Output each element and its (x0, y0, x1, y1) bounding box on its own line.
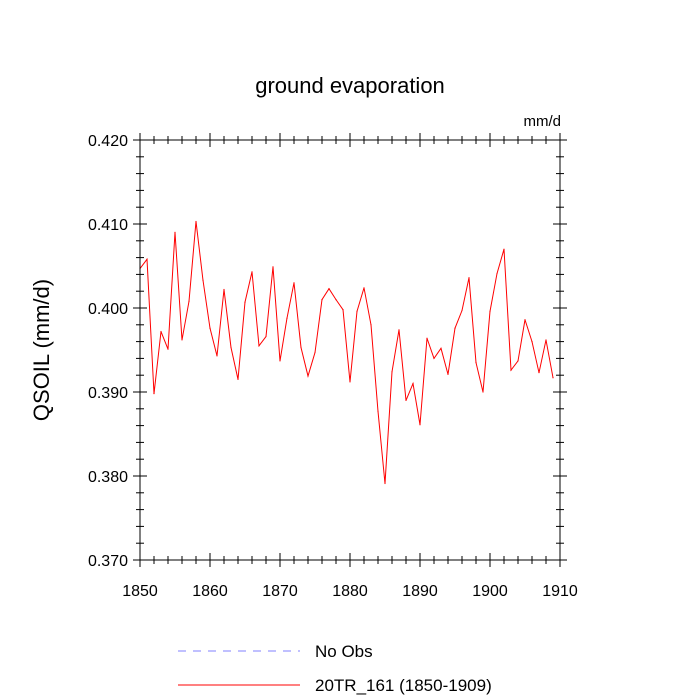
xtick-label-6: 1910 (542, 583, 578, 600)
series-line-20tr-161 (139, 221, 554, 484)
data-point-1888 (405, 399, 407, 401)
xtick-label-3: 1880 (332, 583, 368, 600)
chart-title: ground evaporation (255, 73, 445, 98)
ytick-label-5: 0.420 (88, 133, 128, 150)
data-point-1906 (531, 341, 533, 343)
data-point-1903 (510, 369, 512, 371)
data-point-1851 (146, 258, 148, 260)
data-point-1869 (272, 266, 274, 268)
y-axis-label: QSOIL (mm/d) (29, 279, 54, 421)
y-tick-labels: 0.370 0.380 0.390 0.400 0.410 0.420 (88, 133, 128, 570)
data-point-1890 (419, 424, 421, 426)
data-point-1894 (447, 373, 449, 375)
data-point-1884 (377, 410, 379, 412)
data-point-1859 (202, 279, 204, 281)
data-point-1874 (307, 375, 309, 377)
data-point-1864 (237, 378, 239, 380)
data-point-1862 (223, 288, 225, 291)
data-point-1878 (335, 299, 337, 301)
data-point-1868 (265, 335, 267, 338)
data-point-1891 (426, 337, 428, 339)
data-point-1886 (391, 371, 393, 373)
data-point-1860 (209, 327, 211, 329)
xtick-label-1: 1860 (192, 583, 228, 600)
data-point-1861 (216, 355, 218, 357)
data-point-1900 (489, 310, 491, 312)
legend-label-no-obs: No Obs (315, 642, 373, 661)
data-point-1857 (188, 300, 190, 302)
xtick-label-5: 1900 (472, 583, 508, 600)
data-point-1870 (279, 360, 281, 362)
data-point-1901 (496, 272, 498, 275)
data-point-1902 (503, 248, 505, 250)
data-point-1856 (181, 339, 183, 341)
data-point-1905 (524, 319, 526, 321)
data-point-1872 (293, 282, 295, 284)
data-point-1854 (167, 348, 169, 350)
data-point-1880 (349, 381, 351, 383)
xtick-label-0: 1850 (122, 583, 158, 600)
axis-ticks (133, 133, 567, 567)
legend-label-20tr-161: 20TR_161 (1850-1909) (315, 676, 492, 695)
ytick-label-0: 0.370 (88, 553, 128, 570)
data-point-1855 (174, 231, 176, 233)
data-point-1879 (342, 309, 344, 311)
x-tick-labels: 1850 1860 1870 1880 1890 1900 1910 (122, 583, 578, 600)
data-point-1877 (328, 288, 330, 290)
data-point-1863 (230, 346, 232, 349)
plot-frame (139, 139, 561, 561)
ytick-label-1: 0.380 (88, 469, 128, 486)
data-point-1898 (475, 362, 477, 364)
data-point-1867 (258, 345, 260, 347)
data-point-1897 (468, 277, 470, 279)
units-label: mm/d (524, 113, 562, 130)
data-point-1887 (398, 329, 400, 331)
data-point-1871 (286, 317, 288, 319)
data-point-1866 (251, 271, 253, 273)
data-point-1907 (538, 372, 540, 374)
data-point-1896 (461, 309, 463, 312)
ytick-label-3: 0.400 (88, 301, 128, 318)
data-point-1882 (363, 287, 365, 289)
data-point-1853 (160, 330, 162, 333)
data-point-1908 (545, 339, 547, 341)
data-point-1873 (300, 346, 302, 349)
data-point-1885 (384, 482, 386, 485)
data-point-1875 (314, 351, 316, 354)
data-point-1895 (454, 327, 456, 329)
data-point-1883 (370, 324, 372, 326)
data-point-1876 (321, 299, 323, 301)
series-points (139, 220, 554, 485)
data-point-1893 (440, 347, 442, 349)
ytick-label-2: 0.390 (88, 385, 128, 402)
data-point-1904 (517, 360, 519, 362)
data-point-1892 (433, 357, 435, 359)
legend: No Obs 20TR_161 (1850-1909) (178, 642, 492, 695)
data-point-1858 (195, 220, 197, 223)
xtick-label-2: 1870 (262, 583, 298, 600)
ytick-label-4: 0.410 (88, 217, 128, 234)
data-point-1899 (482, 391, 484, 393)
xtick-label-4: 1890 (402, 583, 438, 600)
data-point-1865 (244, 301, 246, 303)
data-point-1881 (356, 310, 358, 312)
data-point-1889 (412, 383, 414, 385)
data-point-1909 (552, 377, 554, 379)
data-point-1852 (153, 393, 155, 395)
